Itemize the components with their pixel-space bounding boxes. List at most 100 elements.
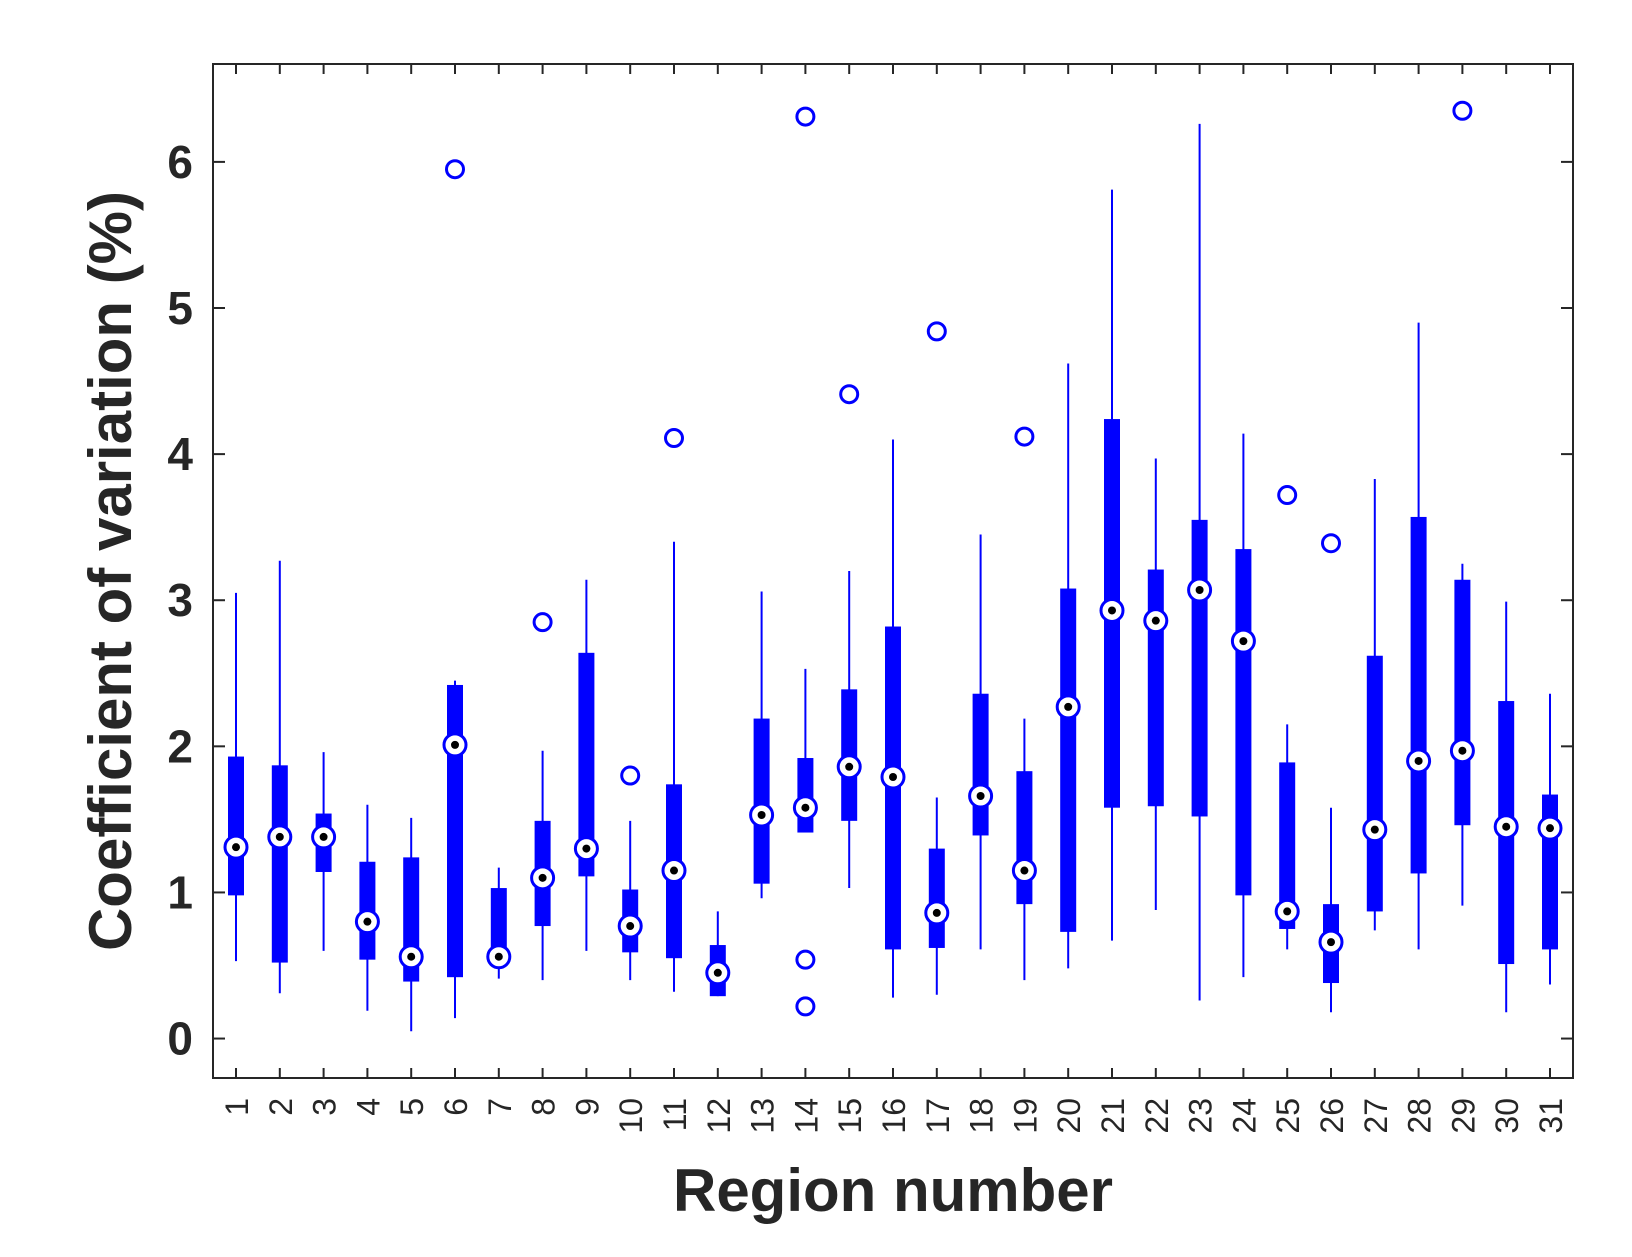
median-dot-3 bbox=[319, 832, 328, 841]
box-25 bbox=[1279, 762, 1296, 929]
x-tick-label-3: 3 bbox=[307, 1098, 343, 1116]
box-17 bbox=[928, 848, 945, 948]
x-tick-label-20: 20 bbox=[1051, 1098, 1087, 1134]
x-tick-label-7: 7 bbox=[482, 1098, 518, 1116]
x-tick-label-2: 2 bbox=[263, 1098, 299, 1116]
chart-marks bbox=[223, 100, 1563, 1032]
x-tick-label-5: 5 bbox=[394, 1098, 430, 1116]
box-6 bbox=[447, 684, 463, 978]
box-27 bbox=[1366, 655, 1383, 912]
box-19 bbox=[1016, 771, 1033, 905]
x-tick-label-29: 29 bbox=[1445, 1098, 1481, 1134]
box-29 bbox=[1454, 579, 1471, 826]
median-dot-17 bbox=[932, 908, 941, 917]
x-tick-label-9: 9 bbox=[569, 1098, 605, 1116]
outlier-25-1 bbox=[1277, 485, 1298, 506]
median-dot-15 bbox=[845, 762, 854, 771]
median-dot-7 bbox=[494, 952, 503, 961]
median-dot-6 bbox=[451, 740, 459, 749]
median-dot-31 bbox=[1546, 824, 1554, 833]
median-dot-26 bbox=[1327, 938, 1335, 947]
x-tick-label-15: 15 bbox=[832, 1098, 868, 1134]
x-tick-label-25: 25 bbox=[1270, 1098, 1306, 1134]
x-axis-label: Region number bbox=[673, 1157, 1113, 1224]
box-13 bbox=[753, 718, 770, 884]
median-dot-12 bbox=[713, 968, 722, 977]
x-tick-label-13: 13 bbox=[745, 1098, 781, 1134]
median-dot-22 bbox=[1151, 616, 1160, 625]
box-23 bbox=[1191, 519, 1208, 817]
median-dot-14 bbox=[801, 803, 810, 812]
y-tick-label-6: 6 bbox=[167, 136, 193, 188]
y-axis-label: Coefficient of variation (%) bbox=[77, 191, 144, 951]
x-tick-label-30: 30 bbox=[1489, 1098, 1525, 1134]
median-dot-10 bbox=[626, 922, 635, 931]
median-dot-28 bbox=[1414, 756, 1423, 765]
median-dot-24 bbox=[1239, 637, 1248, 646]
outlier-17-1 bbox=[926, 321, 947, 342]
outlier-19-1 bbox=[1014, 426, 1035, 447]
median-dot-18 bbox=[976, 792, 985, 801]
x-tick-label-28: 28 bbox=[1402, 1098, 1438, 1134]
outlier-11-1 bbox=[664, 428, 684, 449]
median-dot-1 bbox=[232, 843, 240, 852]
median-dot-16 bbox=[889, 773, 897, 782]
x-tick-label-8: 8 bbox=[526, 1098, 562, 1116]
median-dot-5 bbox=[407, 952, 416, 961]
median-dot-27 bbox=[1370, 825, 1379, 834]
x-tick-label-10: 10 bbox=[613, 1098, 649, 1134]
median-dot-30 bbox=[1502, 822, 1511, 831]
x-tick-label-21: 21 bbox=[1095, 1098, 1131, 1134]
x-tick-label-23: 23 bbox=[1183, 1098, 1219, 1134]
y-tick-label-0: 0 bbox=[167, 1013, 193, 1065]
outlier-26-1 bbox=[1321, 533, 1341, 554]
median-dot-20 bbox=[1064, 702, 1073, 711]
median-dot-8 bbox=[538, 873, 547, 882]
x-tick-label-19: 19 bbox=[1007, 1098, 1043, 1134]
x-tick-label-22: 22 bbox=[1139, 1098, 1175, 1134]
outlier-14-3 bbox=[795, 996, 816, 1017]
box-1 bbox=[228, 756, 244, 896]
x-tick-label-31: 31 bbox=[1533, 1098, 1569, 1134]
box-2 bbox=[271, 765, 288, 963]
y-tick-label-5: 5 bbox=[167, 282, 193, 334]
outlier-15-1 bbox=[839, 384, 860, 405]
x-tick-label-24: 24 bbox=[1226, 1098, 1262, 1134]
outlier-14-2 bbox=[795, 949, 816, 970]
box-24 bbox=[1235, 549, 1252, 896]
outlier-8-1 bbox=[532, 612, 553, 633]
x-tick-label-14: 14 bbox=[788, 1098, 824, 1134]
box-20 bbox=[1060, 588, 1077, 932]
median-dot-13 bbox=[757, 811, 766, 820]
x-tick-label-18: 18 bbox=[964, 1098, 1000, 1134]
x-tick-label-16: 16 bbox=[876, 1098, 912, 1134]
median-dot-21 bbox=[1108, 606, 1116, 615]
box-28 bbox=[1410, 516, 1427, 874]
x-tick-label-27: 27 bbox=[1358, 1098, 1394, 1134]
median-dot-9 bbox=[582, 844, 591, 853]
median-dot-2 bbox=[275, 832, 284, 841]
y-tick-label-3: 3 bbox=[167, 574, 193, 626]
box-18 bbox=[972, 693, 989, 836]
y-tick-label-2: 2 bbox=[167, 720, 193, 772]
x-tick-label-26: 26 bbox=[1314, 1098, 1350, 1134]
box-22 bbox=[1147, 569, 1164, 807]
y-tick-label-1: 1 bbox=[167, 866, 193, 918]
median-dot-29 bbox=[1458, 746, 1467, 755]
outlier-29-1 bbox=[1452, 100, 1473, 121]
outlier-6-1 bbox=[445, 159, 465, 180]
box-9 bbox=[578, 652, 595, 877]
median-dot-19 bbox=[1020, 866, 1029, 875]
median-dot-25 bbox=[1283, 907, 1292, 916]
x-tick-label-17: 17 bbox=[920, 1098, 956, 1134]
outlier-10-1 bbox=[620, 765, 641, 786]
x-tick-label-1: 1 bbox=[219, 1098, 255, 1116]
median-dot-23 bbox=[1195, 585, 1204, 594]
median-dot-4 bbox=[363, 917, 372, 926]
x-tick-label-12: 12 bbox=[701, 1098, 737, 1134]
outlier-14-1 bbox=[795, 106, 816, 127]
y-tick-label-4: 4 bbox=[167, 428, 193, 480]
x-tick-label-6: 6 bbox=[438, 1098, 474, 1116]
